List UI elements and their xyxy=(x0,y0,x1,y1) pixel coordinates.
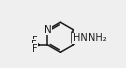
Text: N: N xyxy=(43,25,51,35)
Text: F: F xyxy=(32,44,38,54)
Text: NH₂: NH₂ xyxy=(88,33,106,43)
Text: HN: HN xyxy=(73,33,87,43)
Text: F: F xyxy=(32,36,38,46)
Text: F: F xyxy=(31,40,36,50)
